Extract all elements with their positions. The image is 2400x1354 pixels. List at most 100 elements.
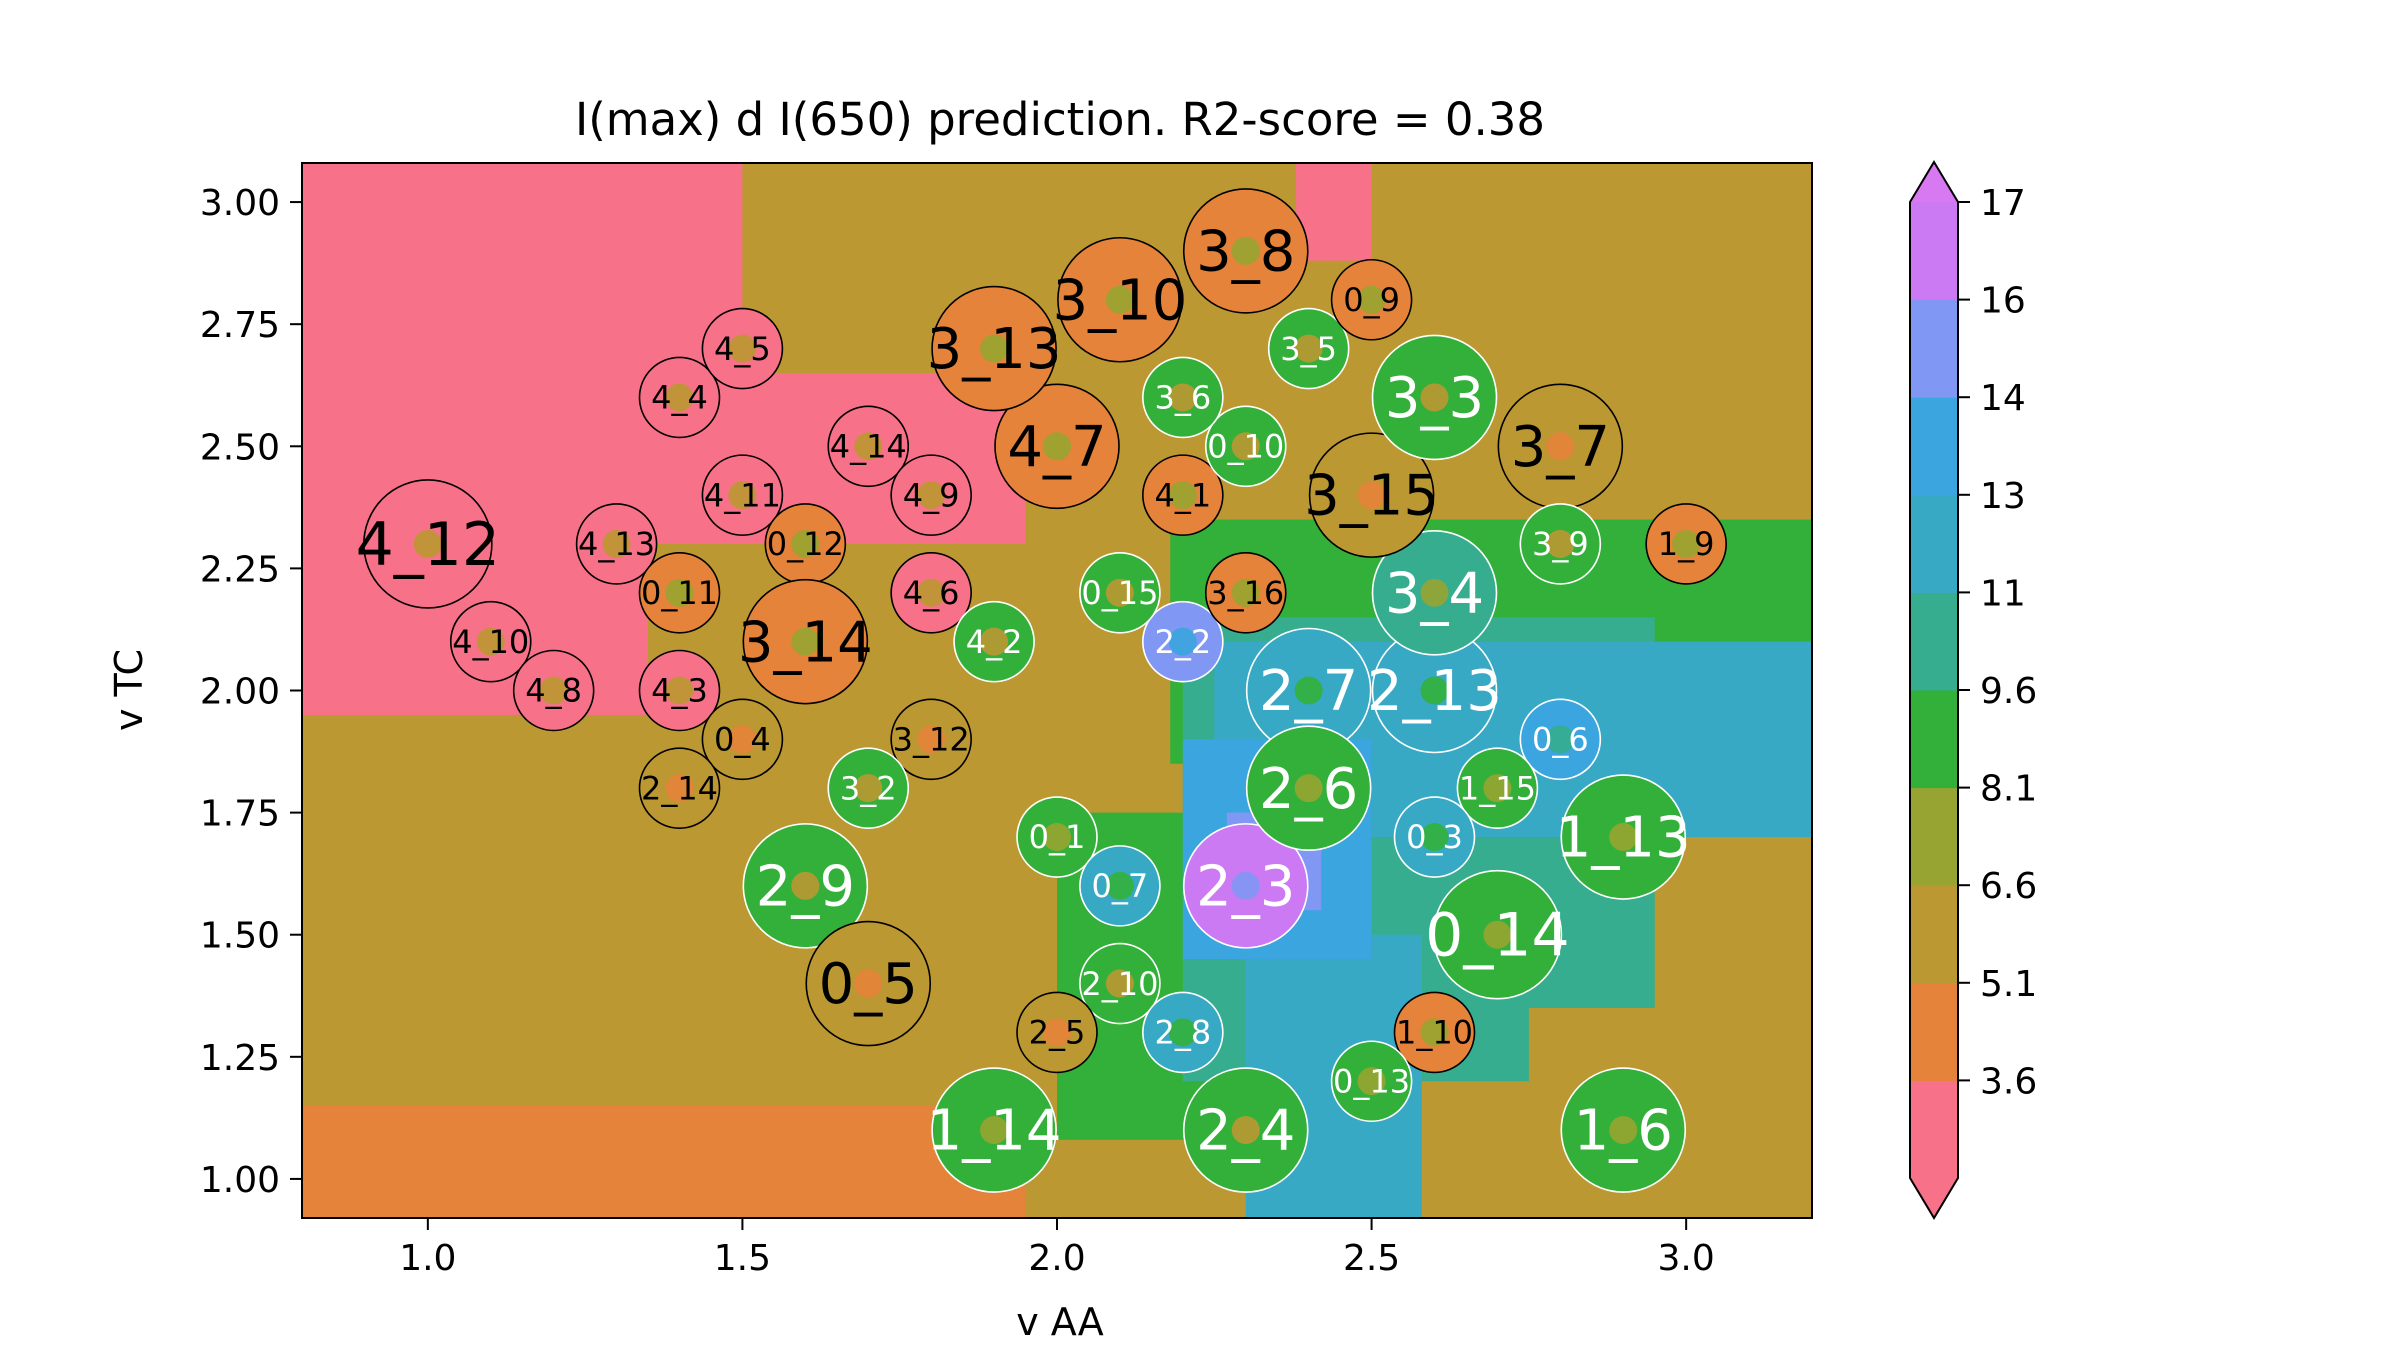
data-point-core <box>1168 1018 1197 1047</box>
data-point-label: 0_6 <box>1532 721 1589 759</box>
data-point-label: 4_4 <box>651 379 708 417</box>
data-point: 3_16 <box>1204 552 1287 634</box>
data-point-core <box>728 725 757 754</box>
contour-region <box>1371 163 1812 261</box>
data-point-core <box>728 334 757 363</box>
data-point-core <box>1105 285 1134 314</box>
data-point: 3_15 <box>1304 432 1439 558</box>
data-point-core <box>476 627 505 656</box>
data-point-label: 0_14 <box>1425 901 1570 971</box>
data-point-label: 3_14 <box>738 610 873 675</box>
data-point: 3_2 <box>827 747 910 829</box>
data-point-core <box>413 529 442 558</box>
data-point-label: 3_13 <box>927 317 1062 382</box>
x-axis: 1.0 1.5 2.0 2.5 3.0 <box>399 1218 1715 1279</box>
data-point: 4_3 <box>638 649 721 732</box>
colorbar-tick-label: 13 <box>1980 476 2026 517</box>
data-point-core <box>1105 578 1134 607</box>
data-point: 3_8 <box>1182 188 1309 314</box>
data-point-label: 4_1 <box>1154 476 1211 514</box>
data-point-core <box>1231 871 1260 900</box>
colorbar-segment <box>1910 1080 1958 1179</box>
data-point: 2_9 <box>742 823 869 949</box>
data-point: 2_14 <box>638 747 721 829</box>
data-point: 0_13 <box>1330 1040 1413 1123</box>
data-point: 3_7 <box>1497 383 1624 510</box>
data-point-core <box>980 627 1009 656</box>
data-point-core <box>1357 285 1386 314</box>
data-point: 0_7 <box>1079 845 1161 927</box>
data-point-label: 4_7 <box>1007 415 1106 480</box>
data-point: 4_1 <box>1142 454 1224 536</box>
data-point-core <box>1357 1067 1386 1096</box>
data-point: 0_1 <box>1016 796 1098 878</box>
data-point-core <box>1420 383 1449 412</box>
contour-field: 4_124_104_84_134_44_114_54_144_94_64_30_… <box>302 163 1812 1218</box>
colorbar-tick-label: 5.1 <box>1980 964 2037 1005</box>
data-point-core <box>917 725 946 754</box>
data-point: 2_13 <box>1367 627 1502 754</box>
data-point-core <box>791 871 820 900</box>
data-point-label: 2_4 <box>1196 1099 1295 1164</box>
data-point: 4_11 <box>701 454 784 536</box>
data-point-label: 2_5 <box>1029 1014 1086 1052</box>
data-point-core <box>1043 1018 1071 1047</box>
colorbar-segment <box>1910 299 1958 398</box>
y-tick-label: 1.50 <box>200 916 280 957</box>
data-point: 4_14 <box>827 405 910 488</box>
x-tick-label: 3.0 <box>1658 1238 1715 1279</box>
data-point-core <box>791 627 820 656</box>
x-tick-label: 1.0 <box>399 1238 456 1279</box>
data-point: 4_4 <box>638 356 721 439</box>
data-point-label: 1_10 <box>1396 1014 1473 1052</box>
data-point: 3_13 <box>927 285 1062 412</box>
colorbar-segment <box>1910 397 1958 496</box>
data-point: 3_10 <box>1052 236 1187 363</box>
data-point: 4_9 <box>890 454 972 536</box>
colorbar-segment <box>1910 787 1958 886</box>
colorbar-segment <box>1910 202 1958 301</box>
data-point-label: 4_6 <box>903 574 960 612</box>
data-point-label: 3_9 <box>1532 525 1589 563</box>
data-point-label: 4_3 <box>651 672 708 710</box>
y-tick-label: 2.50 <box>200 427 280 468</box>
data-point-core <box>980 334 1009 363</box>
data-point-label: 0_12 <box>767 525 844 563</box>
data-point-core <box>728 481 757 510</box>
data-point: 3_5 <box>1267 307 1350 390</box>
data-point-label: 1_14 <box>927 1099 1062 1164</box>
data-point-core <box>917 578 946 607</box>
colorbar-segment <box>1910 690 1958 789</box>
data-point-label: 2_9 <box>756 854 855 919</box>
colorbar-tick-label: 16 <box>1980 281 2026 322</box>
data-point-label: 0_7 <box>1092 867 1149 905</box>
x-tick-label: 2.5 <box>1343 1238 1400 1279</box>
data-point-label: 4_13 <box>578 525 655 563</box>
data-point-label: 3_10 <box>1052 268 1187 333</box>
data-point-core <box>854 432 883 461</box>
data-point-core <box>1168 481 1197 510</box>
contour-region <box>302 1105 1026 1218</box>
data-point: 0_15 <box>1079 552 1161 634</box>
data-point-core <box>854 774 883 803</box>
colorbar-extend-max <box>1910 162 1958 202</box>
y-tick-label: 3.00 <box>200 183 280 224</box>
data-point-label: 3_12 <box>893 721 970 759</box>
data-point: 0_6 <box>1519 698 1602 781</box>
data-point-label: 0_4 <box>714 721 771 759</box>
data-point-core <box>791 529 820 558</box>
data-point-label: 0_11 <box>641 574 718 612</box>
data-point: 4_10 <box>449 600 532 683</box>
colorbar-extend-min <box>1910 1178 1958 1218</box>
data-point: 3_14 <box>738 578 873 705</box>
data-point-core <box>1483 920 1512 949</box>
data-point: 3_3 <box>1371 334 1498 461</box>
data-point: 0_4 <box>701 698 784 781</box>
data-point-label: 0_10 <box>1207 427 1284 465</box>
data-point-label: 3_15 <box>1304 464 1439 529</box>
data-point-core <box>1420 676 1449 705</box>
data-point: 4_12 <box>356 479 500 609</box>
data-point-label: 3_2 <box>840 769 897 807</box>
data-point-core <box>1420 1018 1449 1047</box>
